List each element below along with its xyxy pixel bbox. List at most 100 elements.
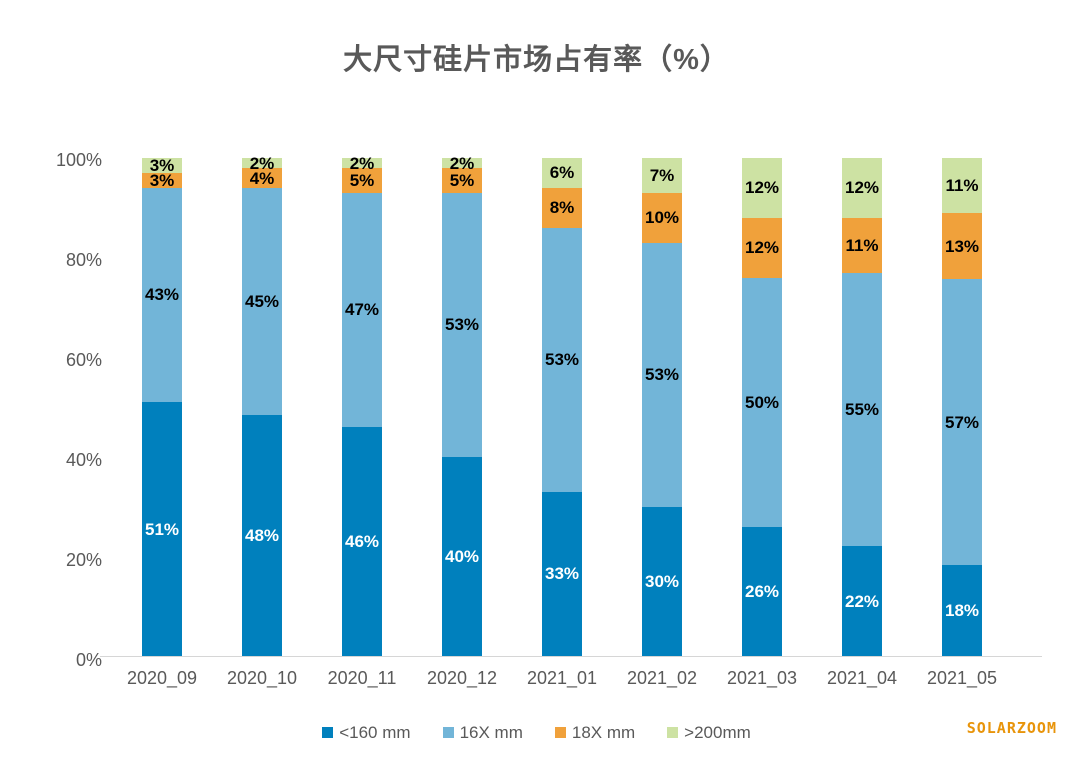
bar-segment: 40% [442, 456, 482, 656]
segment-data-label: 51% [144, 519, 180, 539]
segment-data-label: 2% [349, 153, 375, 173]
bar-segment: 45% [242, 188, 282, 415]
segment-data-label: 57% [944, 412, 980, 432]
bar-segment: 3% [142, 170, 182, 190]
stacked-bar: 40% 53% 5% 2% [442, 155, 482, 656]
x-tick-label: 2020_09 [126, 668, 198, 688]
bar-segment: 33% [542, 491, 582, 656]
segment-data-label: 4% [249, 168, 275, 188]
bar-column: 18% 57% 13% 11% [912, 158, 1012, 656]
x-tick-label: 2021_03 [726, 668, 798, 688]
bar-segment: 18% [942, 565, 982, 656]
bar-column: 40% 53% 5% 2% [412, 155, 512, 656]
segment-data-label: 2% [249, 153, 275, 173]
segment-data-label: 11% [945, 176, 979, 196]
stacked-bar: 18% 57% 13% 11% [942, 158, 982, 656]
segment-data-label: 6% [549, 163, 575, 183]
segment-data-label: 40% [444, 546, 480, 566]
x-tick-label: 2021_05 [926, 668, 998, 688]
bar-segment: 46% [342, 426, 382, 656]
legend-swatch [667, 726, 679, 738]
bar-segment: 2% [242, 155, 282, 172]
x-tick-label: 2021_02 [626, 668, 698, 688]
bar-segment: 47% [342, 192, 382, 427]
bar-segment: 22% [842, 546, 882, 656]
bar-segment: 12% [742, 217, 782, 278]
bar-segment: 7% [642, 158, 682, 193]
y-tick-label: 60% [65, 350, 102, 370]
bar-segment: 4% [242, 168, 282, 189]
bar-segment: 43% [142, 187, 182, 403]
segment-data-label: 12% [844, 178, 880, 198]
legend-item: 18X mm [554, 722, 636, 742]
legend-item: <160 mm [322, 722, 411, 742]
legend-label: <160 mm [339, 722, 411, 742]
stacked-bar: 46% 47% 5% 2% [342, 155, 382, 656]
segment-data-label: 18% [944, 601, 980, 621]
segment-data-label: 43% [144, 285, 180, 305]
segment-data-label: 53% [644, 365, 680, 385]
bar-segment: 2% [442, 155, 482, 172]
legend-label: 18X mm [571, 722, 636, 742]
legend-label: >200mm [684, 722, 751, 742]
bar-segment: 55% [842, 272, 882, 547]
bar-segment: 57% [942, 278, 982, 566]
bar-segment: 11% [842, 217, 882, 273]
y-tick-label: 100% [55, 150, 102, 170]
bar-column: 48% 45% 4% 2% [212, 155, 312, 656]
y-tick-label: 20% [65, 550, 102, 570]
bar-column: 22% 55% 11% 12% [812, 158, 912, 656]
stacked-bar: 51% 43% 3% 3% [142, 157, 182, 656]
bar-segment: 48% [242, 414, 282, 656]
bar-segment: 26% [742, 526, 782, 656]
segment-data-label: 30% [644, 571, 680, 591]
bar-segment: 53% [642, 242, 682, 507]
segment-data-label: 12% [744, 238, 780, 258]
stacked-bar: 22% 55% 11% 12% [842, 158, 882, 656]
segment-data-label: 5% [449, 170, 475, 190]
bar-segment: 53% [442, 192, 482, 457]
x-tick-label: 2021_01 [526, 668, 598, 688]
watermark-text: SOLARZOOM [966, 719, 1057, 737]
bar-column: 46% 47% 5% 2% [312, 155, 412, 656]
x-tick-label: 2020_11 [327, 668, 397, 688]
x-axis-line [100, 656, 1042, 657]
segment-data-label: 45% [244, 291, 280, 311]
x-tick-label: 2020_10 [226, 668, 298, 688]
x-axis: 2020_09 2020_10 2020_11 2020_12 2021_01 2021_… [112, 667, 1012, 689]
segment-data-label: 10% [644, 208, 680, 228]
segment-data-label: 3% [149, 170, 175, 190]
bar-segment: 10% [642, 192, 682, 243]
segment-data-label: 2% [449, 153, 475, 173]
segment-data-label: 53% [544, 350, 580, 370]
x-tick-label: 2020_12 [426, 668, 498, 688]
y-tick-label: 0% [75, 650, 102, 670]
segment-data-label: 53% [444, 315, 480, 335]
segment-data-label: 5% [349, 170, 375, 190]
segment-data-label: 11% [845, 235, 879, 255]
bar-segment: 5% [342, 167, 382, 193]
x-tick-label: 2021_04 [826, 668, 898, 688]
segment-data-label: 8% [549, 198, 575, 218]
segment-data-label: 33% [544, 564, 580, 584]
segment-data-label: 48% [244, 525, 280, 545]
bar-segment: 51% [142, 402, 182, 656]
legend-swatch [322, 726, 334, 738]
stacked-bar: 26% 50% 12% 12% [742, 158, 782, 656]
segment-data-label: 47% [344, 300, 380, 320]
segment-data-label: 50% [744, 392, 780, 412]
bar-segment: 53% [542, 227, 582, 492]
plot-area: 51% 43% 3% 3% 48% 45% 4% 2% 46% 47% 5% 2% 40% 53% 5% 2%… [112, 155, 1012, 656]
segment-data-label: 26% [744, 581, 780, 601]
legend-swatch [554, 726, 566, 738]
bar-segment: 12% [742, 158, 782, 218]
bar-column: 33% 53% 8% 6% [512, 158, 612, 656]
bar-segment: 2% [342, 155, 382, 172]
segment-data-label: 46% [344, 531, 380, 551]
bar-segment: 5% [442, 167, 482, 193]
y-axis: 100% 80% 60% 40% 20% 0% [30, 146, 102, 676]
bar-segment: 12% [842, 158, 882, 218]
segment-data-label: 12% [744, 178, 780, 198]
y-tick-label: 40% [65, 450, 102, 470]
